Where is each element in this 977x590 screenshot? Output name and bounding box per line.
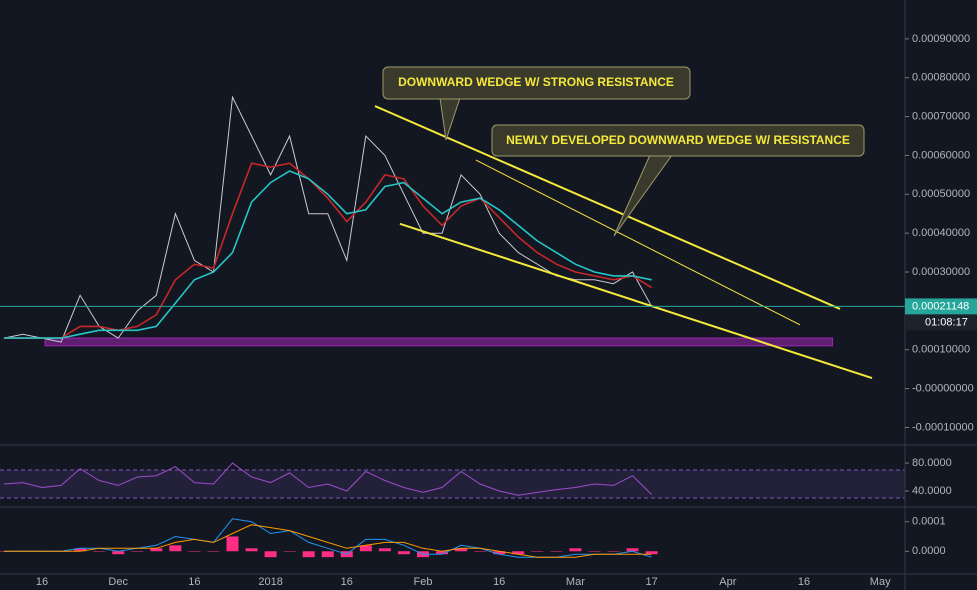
histogram-bar bbox=[397, 551, 410, 555]
y-tick-label: -0.00010000 bbox=[912, 421, 974, 433]
histogram-bar bbox=[131, 551, 144, 552]
annotation-text: NEWLY DEVELOPED DOWNWARD WEDGE W/ RESIST… bbox=[506, 133, 850, 147]
histogram-bar bbox=[283, 551, 296, 552]
x-tick-label: 16 bbox=[493, 576, 505, 588]
x-tick-label: Mar bbox=[566, 576, 585, 588]
y-tick-label: 0.0001 bbox=[912, 516, 946, 528]
histogram-bar bbox=[626, 548, 639, 552]
x-tick-label: Dec bbox=[108, 576, 128, 588]
x-tick-label: 16 bbox=[36, 576, 48, 588]
histogram-bar bbox=[359, 545, 372, 552]
x-tick-label: Feb bbox=[414, 576, 433, 588]
histogram-bar bbox=[569, 548, 582, 552]
histogram-bar bbox=[302, 551, 315, 558]
last-price-box bbox=[905, 298, 977, 315]
x-tick-label: 16 bbox=[341, 576, 353, 588]
last-price-label: 0.00021148 bbox=[912, 300, 969, 312]
support-zone bbox=[44, 337, 834, 347]
histogram-bar bbox=[226, 536, 239, 552]
histogram-bar bbox=[474, 551, 487, 552]
histogram-bar bbox=[531, 551, 544, 552]
x-tick-label: 16 bbox=[188, 576, 200, 588]
y-tick-label: 0.00040000 bbox=[912, 227, 970, 239]
y-tick-label: 0.00030000 bbox=[912, 266, 970, 278]
histogram-bar bbox=[264, 551, 277, 558]
annotation-box bbox=[382, 66, 691, 100]
annotation: DOWNWARD WEDGE W/ STRONG RESISTANCE bbox=[382, 66, 691, 141]
histogram-bar bbox=[493, 551, 506, 555]
histogram-bar bbox=[169, 545, 182, 552]
countdown: 01:08:17 bbox=[925, 316, 968, 328]
histogram-bar bbox=[550, 551, 563, 552]
x-tick-label: 2018 bbox=[258, 576, 282, 588]
histogram-bar bbox=[436, 551, 449, 555]
series-line bbox=[3, 95, 653, 343]
x-tick-label: 17 bbox=[645, 576, 657, 588]
histogram-bar bbox=[112, 551, 125, 555]
histogram-bar bbox=[607, 551, 620, 552]
annotation-text: DOWNWARD WEDGE W/ STRONG RESISTANCE bbox=[398, 75, 674, 89]
histogram-bar bbox=[93, 551, 106, 552]
trendline bbox=[374, 105, 841, 310]
annotation: NEWLY DEVELOPED DOWNWARD WEDGE W/ RESIST… bbox=[491, 124, 865, 237]
histogram-bar bbox=[378, 548, 391, 552]
y-tick-label: 0.00050000 bbox=[912, 188, 970, 200]
histogram-bar bbox=[645, 551, 658, 555]
series-line bbox=[3, 170, 652, 339]
series-line bbox=[3, 462, 652, 496]
y-tick-label: 0.00010000 bbox=[912, 344, 970, 356]
histogram-bar bbox=[588, 551, 601, 552]
histogram-bar bbox=[455, 548, 468, 552]
y-tick-label: -0.00000000 bbox=[912, 383, 974, 395]
series-line bbox=[3, 524, 652, 558]
histogram-bar bbox=[245, 548, 258, 552]
y-tick-label: 80.0000 bbox=[912, 457, 952, 469]
histogram-bar bbox=[188, 551, 201, 552]
histogram-bar bbox=[74, 548, 87, 552]
y-tick-label: 0.00080000 bbox=[912, 72, 970, 84]
series-line bbox=[3, 162, 653, 339]
trendline bbox=[399, 222, 873, 380]
y-tick-label: 0.0000 bbox=[912, 545, 946, 557]
y-tick-label: 0.00070000 bbox=[912, 110, 970, 122]
histogram-bar bbox=[150, 548, 163, 552]
trendline bbox=[475, 159, 801, 326]
rsi-band bbox=[0, 470, 905, 499]
x-tick-label: 16 bbox=[798, 576, 810, 588]
plot-area bbox=[0, 95, 905, 558]
x-tick-label: Apr bbox=[719, 576, 736, 588]
histogram-bar bbox=[321, 551, 334, 558]
countdown-box bbox=[905, 314, 977, 331]
annotation-box bbox=[491, 124, 865, 157]
x-tick-label: May bbox=[870, 576, 891, 588]
y-tick-label: 0.00060000 bbox=[912, 149, 970, 161]
y-tick-label: 40.0000 bbox=[912, 485, 952, 497]
histogram-bar bbox=[207, 551, 220, 552]
y-tick-label: 0.00090000 bbox=[912, 33, 970, 45]
histogram-bar bbox=[512, 551, 525, 555]
